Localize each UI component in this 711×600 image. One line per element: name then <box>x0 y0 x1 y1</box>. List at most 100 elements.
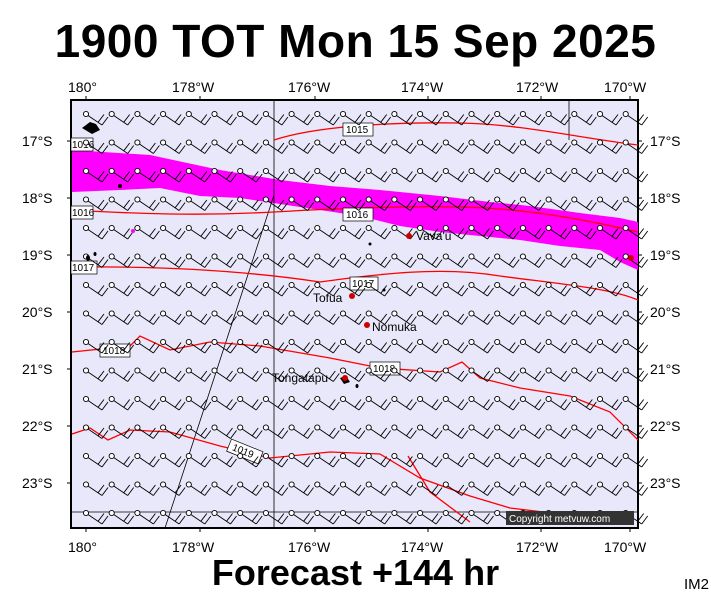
wind-barb-icon <box>288 338 314 354</box>
wind-barb-icon <box>160 452 186 468</box>
wind-barb-icon <box>108 452 135 468</box>
lat-label: 18°S <box>650 190 681 206</box>
wind-barb-icon <box>262 139 289 154</box>
wind-barb-icon <box>288 110 314 126</box>
wind-barb-icon <box>262 481 289 496</box>
track-line <box>164 194 275 529</box>
wind-barb-icon <box>468 253 494 268</box>
isobar-line <box>407 455 471 523</box>
place-marker-tofua: Tofua <box>313 291 355 305</box>
wind-barb-icon <box>494 338 520 354</box>
wind-barb-icon <box>468 310 494 325</box>
wind-barb-icon <box>211 281 237 297</box>
wind-barb-icon <box>417 452 443 468</box>
wind-barb-icon <box>314 338 340 354</box>
wind-barb-icon <box>82 224 109 240</box>
wind-barb-icon <box>545 110 571 126</box>
wind-barb-icon <box>442 167 469 183</box>
wind-barb-icon <box>108 281 135 297</box>
wind-barb-icon <box>108 338 135 354</box>
lon-label: 170°W <box>604 539 647 555</box>
wind-barb-icon <box>262 424 289 439</box>
wind-barb-icon <box>339 395 366 411</box>
wind-barb-icon <box>211 509 237 525</box>
wind-barb-icon <box>417 167 443 183</box>
wind-barb-icon <box>185 395 212 411</box>
wind-barb-icon <box>262 509 289 525</box>
wind-barb-icon <box>262 224 289 240</box>
wind-barb-icon <box>494 452 520 468</box>
place-marker <box>628 255 634 261</box>
wind-barb-icon <box>211 167 237 183</box>
wind-barb-icon <box>442 424 469 439</box>
wind-barb-icon <box>134 310 160 325</box>
lon-label: 180° <box>68 79 97 95</box>
wind-barb-icon <box>288 281 314 297</box>
place-label: Tofua <box>313 291 343 305</box>
wind-barb-icon <box>185 110 212 126</box>
lat-label: 19°S <box>22 247 53 263</box>
wind-barb-icon <box>237 367 263 382</box>
wind-barb-icon <box>442 196 469 211</box>
wind-barb-icon <box>211 310 237 325</box>
wind-barb-icon <box>622 110 649 126</box>
wind-barb-icon <box>622 395 649 411</box>
wind-barb-icon <box>571 338 597 354</box>
wind-barb-icon <box>211 452 237 468</box>
wind-barb-icon <box>82 395 109 411</box>
wind-barb-icon <box>622 367 649 382</box>
wind-barb-icon <box>365 367 392 382</box>
wind-barb-icon <box>185 424 212 439</box>
wind-barb-icon <box>365 281 392 297</box>
wind-barb-icon <box>108 110 135 126</box>
wind-barb-icon <box>365 481 392 496</box>
lon-label: 170°W <box>604 79 647 95</box>
wind-barb-icon <box>237 196 263 211</box>
wind-barb-icon <box>545 338 571 354</box>
wind-barb-icon <box>160 424 186 439</box>
wind-barb-icon <box>211 338 237 354</box>
lat-label: 20°S <box>650 304 681 320</box>
wind-barb-icon <box>468 367 494 382</box>
wind-barb-icon <box>339 338 366 354</box>
wind-barb-icon <box>391 395 417 411</box>
wind-barb-icon <box>185 281 212 297</box>
wind-barb-icon <box>185 338 212 354</box>
wind-barb-icon <box>571 224 597 240</box>
wind-barb-icon <box>519 452 546 468</box>
isobar-label: 1016 <box>72 140 95 151</box>
wind-barb-icon <box>468 281 494 297</box>
place-label: Vava'u <box>416 229 451 243</box>
wind-barb-icon <box>442 224 469 240</box>
wind-barb-icon <box>391 481 417 496</box>
wind-barb-icon <box>160 310 186 325</box>
wind-barb-icon <box>160 367 186 382</box>
wind-barb-icon <box>596 110 623 126</box>
wind-barb-icon <box>185 224 212 240</box>
wind-barb-icon <box>365 196 392 211</box>
wind-barb-icon <box>237 281 263 297</box>
wind-barb-icon <box>288 224 314 240</box>
wind-barb-icon <box>185 367 212 382</box>
lat-label: 21°S <box>650 361 681 377</box>
wind-barb-icon <box>237 424 263 439</box>
isobar-label: 1018 <box>373 364 396 375</box>
wind-barb-icon <box>339 253 366 268</box>
wind-barb-icon <box>442 367 469 382</box>
lat-label: 21°S <box>22 361 53 377</box>
wind-barb-icon <box>262 253 289 268</box>
wind-barb-icon <box>134 509 160 525</box>
lat-label: 20°S <box>22 304 53 320</box>
wind-barb-icon <box>417 424 443 439</box>
wind-barb-icon <box>468 338 494 354</box>
wind-barb-icon <box>391 338 417 354</box>
wind-barb-icon <box>391 424 417 439</box>
wind-barb-icon <box>519 281 546 297</box>
lat-label: 22°S <box>22 418 53 434</box>
wind-barb-icon <box>391 253 417 268</box>
wind-barb-icon <box>339 481 366 496</box>
wind-barb-icon <box>365 338 392 354</box>
wind-barb-icon <box>494 253 520 268</box>
wind-barb-icon <box>622 167 649 183</box>
wind-barb-icon <box>365 310 392 325</box>
